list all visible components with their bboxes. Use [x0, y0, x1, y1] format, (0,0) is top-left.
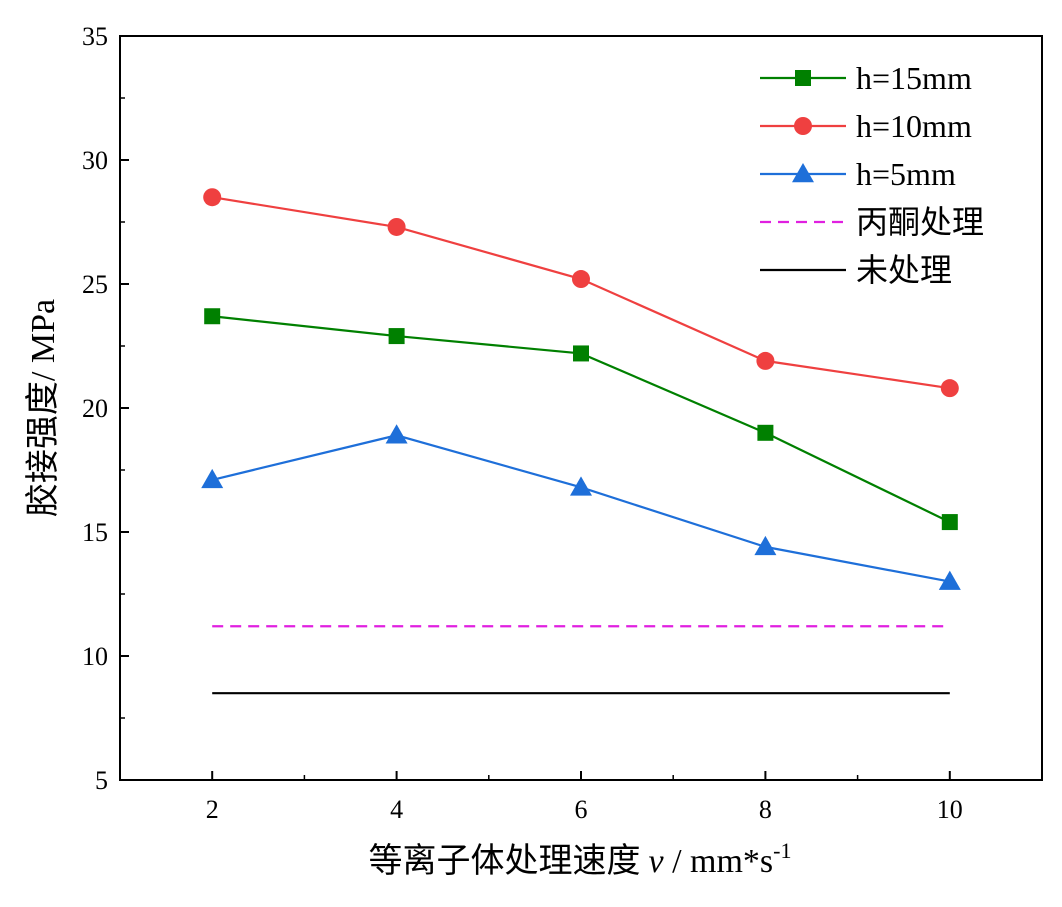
- series-0: [204, 308, 958, 531]
- series-1: [203, 188, 959, 398]
- x-axis-exponent: -1: [773, 838, 791, 863]
- data-point: [941, 514, 958, 531]
- x-tick-label: 6: [575, 795, 588, 824]
- legend-label: h=5mm: [856, 156, 956, 192]
- y-tick-label: 20: [82, 394, 108, 423]
- series-2: [201, 424, 961, 590]
- data-point: [572, 270, 590, 289]
- legend-item-3: 丙酮处理: [760, 204, 984, 240]
- plot-border: [119, 35, 1043, 781]
- x-axis-variable: v: [649, 843, 665, 880]
- x-tick-label: 8: [759, 795, 772, 824]
- legend-label: h=10mm: [856, 108, 972, 144]
- y-axis: 5 10 15 20 25 30 35: [82, 22, 129, 795]
- x-axis-title: 等离子体处理速度 v / mm*s-1: [369, 838, 792, 880]
- legend-label: 未处理: [856, 252, 952, 288]
- y-axis-title: 胶接强度/ MPa: [24, 299, 62, 517]
- data-point: [754, 535, 777, 556]
- x-tick-label: 10: [937, 795, 963, 824]
- data-point: [204, 308, 221, 325]
- data-point: [388, 328, 405, 345]
- legend-marker: [794, 117, 812, 135]
- legend-item-1: h=10mm: [760, 108, 972, 144]
- x-tick-label: 2: [206, 795, 219, 824]
- legend-item-0: h=15mm: [760, 60, 972, 96]
- legend-marker: [795, 70, 811, 86]
- legend-label: h=15mm: [856, 60, 972, 96]
- legend-label: 丙酮处理: [856, 204, 984, 240]
- y-tick-label: 5: [95, 766, 108, 795]
- x-tick-label: 4: [390, 795, 403, 824]
- data-point: [387, 217, 406, 236]
- y-tick-label: 35: [82, 22, 108, 51]
- x-axis-unit: / mm*s: [664, 843, 774, 880]
- data-point: [940, 379, 959, 398]
- data-point: [573, 345, 589, 362]
- y-tick-label: 30: [82, 146, 108, 175]
- x-axis: 2 4 6 8 10: [206, 771, 1043, 824]
- data-point: [203, 188, 222, 207]
- data-point: [757, 424, 774, 441]
- data-point: [201, 468, 224, 489]
- series-line: [211, 434, 951, 583]
- y-tick-label: 15: [82, 518, 108, 547]
- legend-item-2: h=5mm: [760, 156, 956, 192]
- plot-frame: [119, 35, 1043, 781]
- x-axis-title-text: 等离子体处理速度: [369, 842, 641, 880]
- data-point: [385, 424, 408, 444]
- data-point: [938, 570, 961, 590]
- y-tick-label: 25: [82, 270, 108, 299]
- data-point: [756, 351, 775, 370]
- series-layer: [201, 188, 961, 695]
- data-point: [570, 476, 592, 496]
- legend-marker: [792, 163, 814, 183]
- legend-item-4: 未处理: [760, 252, 952, 288]
- y-tick-label: 10: [82, 642, 108, 671]
